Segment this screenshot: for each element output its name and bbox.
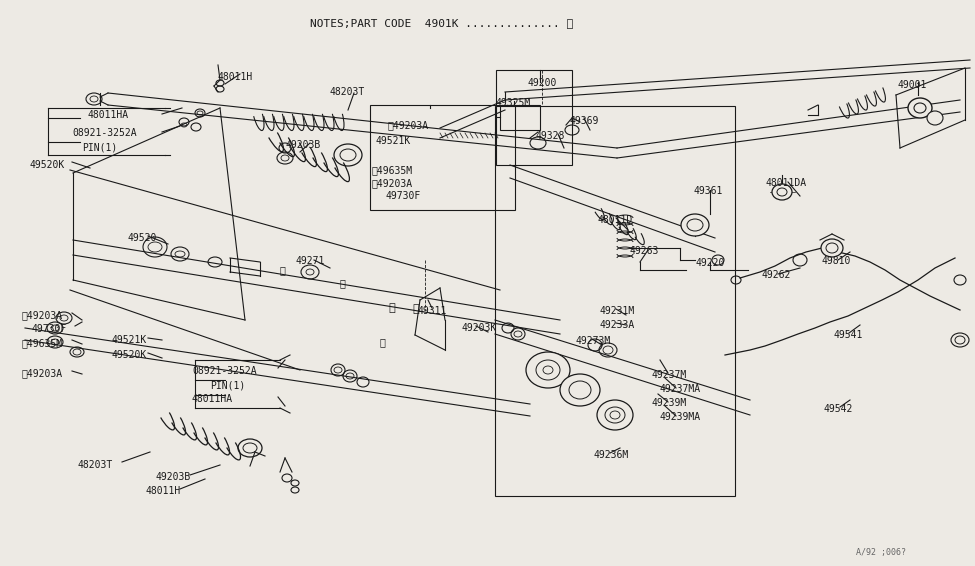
- Text: 08921-3252A: 08921-3252A: [192, 366, 256, 376]
- Text: 49520K: 49520K: [30, 160, 65, 170]
- Text: 49520: 49520: [127, 233, 156, 243]
- Text: 49541: 49541: [833, 330, 862, 340]
- Ellipse shape: [597, 400, 633, 430]
- Bar: [500, 105, 540, 130]
- Text: 08921-3252A: 08921-3252A: [72, 128, 136, 138]
- Bar: [370, 105, 515, 210]
- Text: 49200: 49200: [528, 78, 558, 88]
- Text: 49203B: 49203B: [285, 140, 320, 150]
- Text: 49361: 49361: [693, 186, 722, 196]
- Text: 49520K: 49520K: [112, 350, 147, 360]
- Text: ※: ※: [412, 304, 418, 314]
- Text: 49231M: 49231M: [600, 306, 636, 316]
- Text: NOTES;PART CODE  4901K .............. ※: NOTES;PART CODE 4901K .............. ※: [310, 18, 573, 28]
- Text: 49542: 49542: [824, 404, 853, 414]
- Text: 49263: 49263: [630, 246, 659, 256]
- Text: ※: ※: [379, 337, 385, 347]
- Text: ※: ※: [280, 265, 286, 275]
- Text: ※49203A: ※49203A: [372, 178, 413, 188]
- Text: 49521K: 49521K: [112, 335, 147, 345]
- Text: 49730F: 49730F: [32, 324, 67, 334]
- Text: 49220: 49220: [695, 258, 724, 268]
- Text: ※49203A: ※49203A: [22, 368, 63, 378]
- Text: 48011D: 48011D: [598, 215, 633, 225]
- Ellipse shape: [560, 374, 600, 406]
- Text: PIN(1): PIN(1): [210, 380, 246, 390]
- Text: 49237MA: 49237MA: [660, 384, 701, 394]
- Text: 49730F: 49730F: [385, 191, 420, 201]
- Text: 49311: 49311: [418, 306, 448, 316]
- Text: 49262: 49262: [762, 270, 792, 280]
- Text: 49239M: 49239M: [652, 398, 687, 408]
- Text: 49001: 49001: [898, 80, 927, 90]
- Ellipse shape: [908, 98, 932, 118]
- Text: 49237M: 49237M: [652, 370, 687, 380]
- Text: 49239MA: 49239MA: [660, 412, 701, 422]
- Text: 48011HA: 48011HA: [88, 110, 129, 120]
- Bar: [495, 106, 735, 496]
- Text: ※: ※: [388, 303, 395, 313]
- Text: 49273M: 49273M: [576, 336, 611, 346]
- Text: ※: ※: [340, 278, 346, 288]
- Text: 49369: 49369: [570, 116, 600, 126]
- Text: 48011H: 48011H: [145, 486, 180, 496]
- Ellipse shape: [951, 333, 969, 347]
- Text: 49325M: 49325M: [496, 98, 531, 108]
- Ellipse shape: [927, 111, 943, 125]
- Text: 49810: 49810: [822, 256, 851, 266]
- Text: 49328: 49328: [536, 131, 565, 141]
- Text: 49233A: 49233A: [600, 320, 636, 330]
- Text: ※49635M: ※49635M: [372, 165, 413, 175]
- Text: PIN(1): PIN(1): [82, 142, 117, 152]
- Ellipse shape: [772, 184, 792, 200]
- Text: 48011H: 48011H: [218, 72, 254, 82]
- Text: 49236M: 49236M: [594, 450, 629, 460]
- Text: ※49203A: ※49203A: [22, 310, 63, 320]
- Text: 49271: 49271: [296, 256, 326, 266]
- Text: A/92 ;006?: A/92 ;006?: [856, 548, 906, 557]
- Text: 49203B: 49203B: [155, 472, 190, 482]
- Text: 48203T: 48203T: [78, 460, 113, 470]
- Text: ※49635M: ※49635M: [22, 338, 63, 348]
- Text: 48011DA: 48011DA: [765, 178, 806, 188]
- Ellipse shape: [821, 239, 843, 257]
- Text: 48011HA: 48011HA: [192, 394, 233, 404]
- Text: 48203T: 48203T: [330, 87, 366, 97]
- Text: 49203K: 49203K: [462, 323, 497, 333]
- Ellipse shape: [526, 352, 570, 388]
- Ellipse shape: [681, 214, 709, 236]
- Bar: [496, 70, 572, 165]
- Text: 49521K: 49521K: [376, 136, 411, 146]
- Text: ※49203A: ※49203A: [388, 120, 429, 130]
